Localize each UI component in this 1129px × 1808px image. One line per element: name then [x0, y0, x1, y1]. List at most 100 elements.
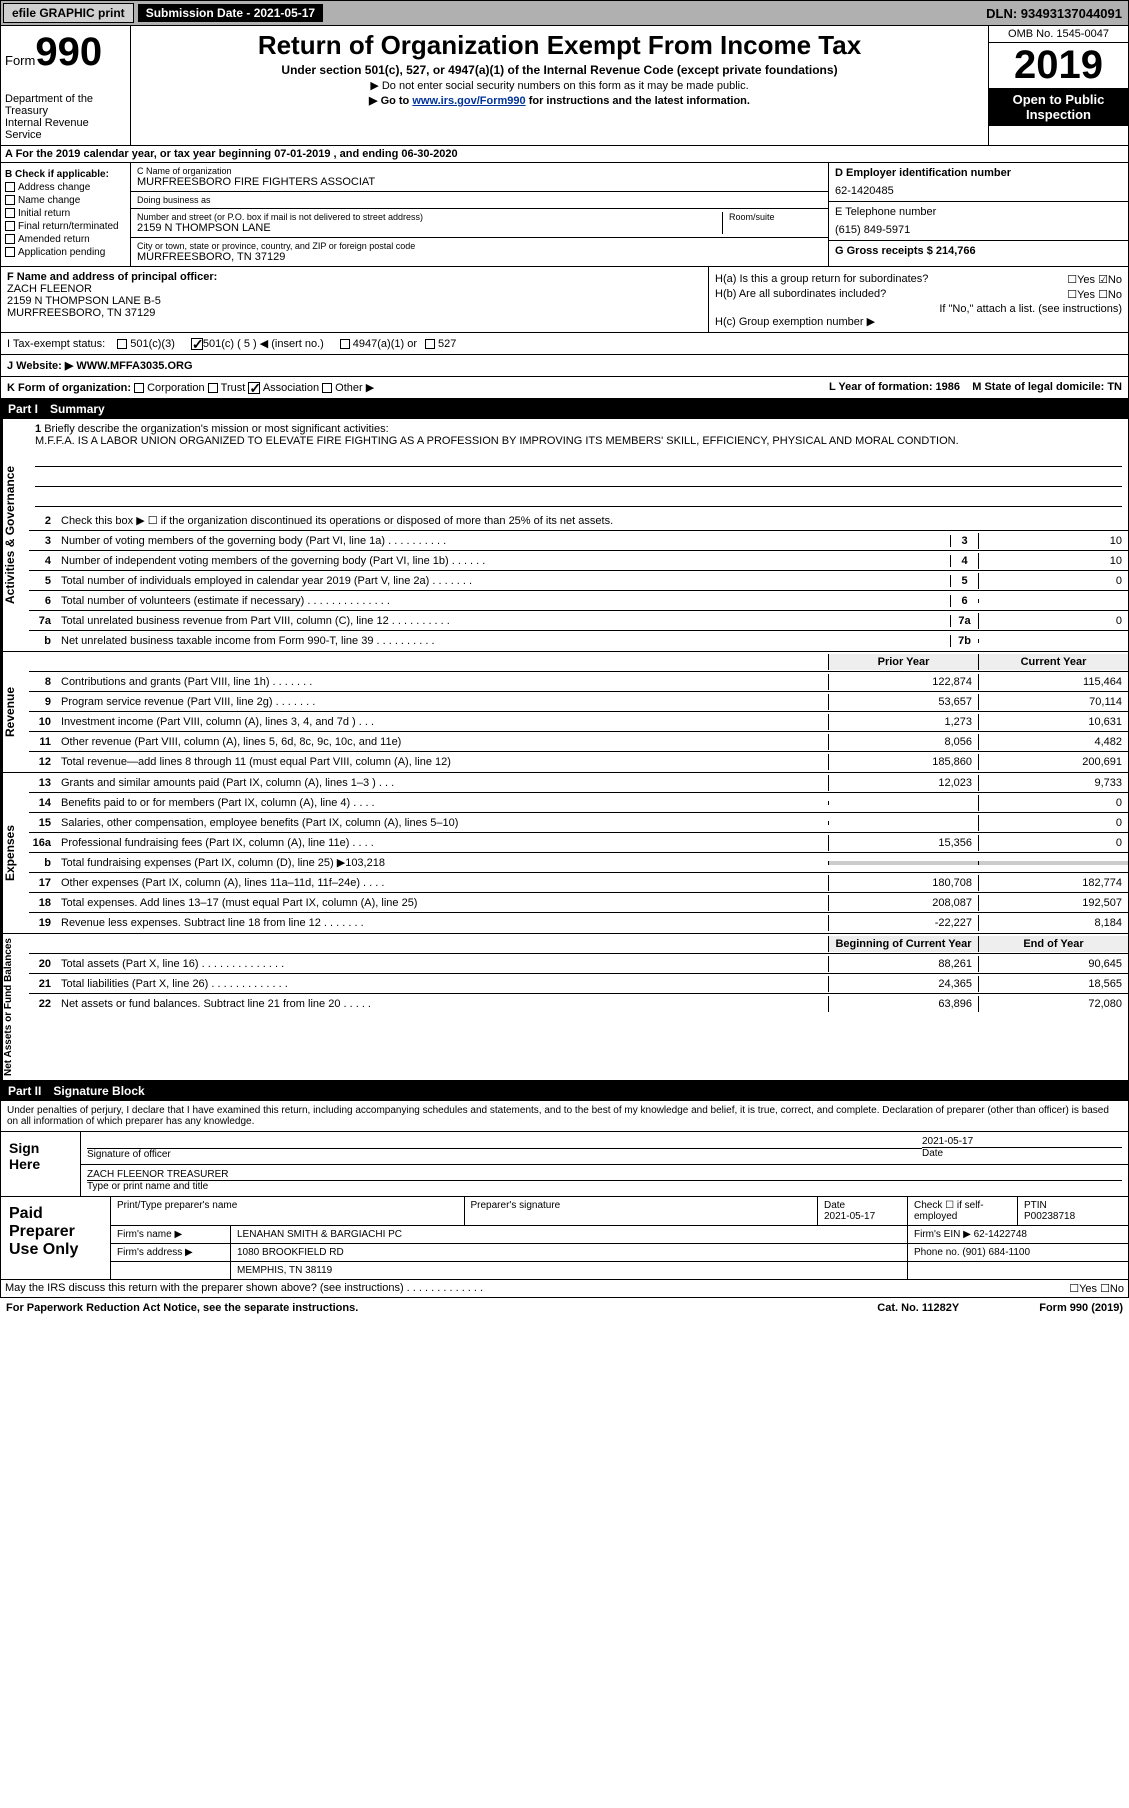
chk-pending[interactable]: [5, 247, 15, 257]
submission-date: Submission Date - 2021-05-17: [138, 4, 323, 22]
city-lbl: City or town, state or province, country…: [137, 241, 415, 251]
form-org-lbl: K Form of organization:: [7, 382, 131, 394]
side-exp: Expenses: [1, 773, 29, 933]
firm-addr-lbl: Firm's address ▶: [111, 1244, 231, 1261]
line-15: 15Salaries, other compensation, employee…: [29, 813, 1128, 833]
chk-501c3[interactable]: [117, 339, 127, 349]
line-b: bTotal fundraising expenses (Part IX, co…: [29, 853, 1128, 873]
chk-final[interactable]: [5, 221, 15, 231]
chk-name[interactable]: [5, 195, 15, 205]
mission: 1 Briefly describe the organization's mi…: [29, 419, 1128, 511]
subtitle-2: ▶ Do not enter social security numbers o…: [135, 79, 984, 92]
tax-status-lbl: I Tax-exempt status:: [7, 338, 105, 350]
efile-btn[interactable]: efile GRAPHIC print: [3, 3, 134, 23]
part1-title: Summary: [50, 402, 105, 416]
line-14: 14Benefits paid to or for members (Part …: [29, 793, 1128, 813]
line-10: 10Investment income (Part VIII, column (…: [29, 712, 1128, 732]
chk-address[interactable]: [5, 182, 15, 192]
opt-other: Other ▶: [335, 382, 374, 394]
line-20: 20Total assets (Part X, line 16) . . . .…: [29, 954, 1128, 974]
opt-trust: Trust: [221, 382, 246, 394]
website-val: WWW.MFFA3035.ORG: [76, 360, 192, 372]
irs-link[interactable]: www.irs.gov/Form990: [412, 95, 525, 107]
col-de: D Employer identification number62-14204…: [828, 163, 1128, 266]
officer-name: ZACH FLEENOR: [7, 283, 702, 295]
form-number: 990: [35, 30, 102, 74]
firm-ein-lbl: Firm's EIN ▶: [914, 1229, 971, 1240]
line-3: 3Number of voting members of the governi…: [29, 531, 1128, 551]
form-header: Form990 Department of the Treasury Inter…: [0, 26, 1129, 146]
signature-block: Under penalties of perjury, I declare th…: [0, 1101, 1129, 1197]
chk-amended[interactable]: [5, 234, 15, 244]
chk-initial-lbl: Initial return: [18, 208, 70, 219]
prep-name-lbl: Print/Type preparer's name: [111, 1197, 465, 1225]
chk-527[interactable]: [425, 339, 435, 349]
col-b-title: B Check if applicable:: [5, 169, 109, 180]
line-12: 12Total revenue—add lines 8 through 11 (…: [29, 752, 1128, 772]
line-21: 21Total liabilities (Part X, line 26) . …: [29, 974, 1128, 994]
ptin-lbl: PTIN: [1024, 1200, 1047, 1211]
firm-addr2: MEMPHIS, TN 38119: [231, 1262, 908, 1279]
line-6: 6Total number of volunteers (estimate if…: [29, 591, 1128, 611]
dba-lbl: Doing business as: [137, 195, 211, 205]
line-5: 5Total number of individuals employed in…: [29, 571, 1128, 591]
chk-501c[interactable]: [191, 338, 203, 350]
sig-date: 2021-05-17: [922, 1136, 1122, 1147]
line-17: 17Other expenses (Part IX, column (A), l…: [29, 873, 1128, 893]
opt-527: 527: [438, 338, 456, 350]
row-a-text: A For the 2019 calendar year, or tax yea…: [5, 148, 458, 160]
side-gov: Activities & Governance: [1, 419, 29, 651]
line-7a: 7aTotal unrelated business revenue from …: [29, 611, 1128, 631]
chk-trust[interactable]: [208, 383, 218, 393]
col-h: H(a) Is this a group return for subordin…: [708, 267, 1128, 332]
chk-name-lbl: Name change: [18, 195, 80, 206]
dept: Department of the Treasury Internal Reve…: [5, 93, 126, 141]
sig-name-lbl: Type or print name and title: [87, 1180, 1122, 1192]
net-assets-section: Net Assets or Fund Balances Beginning of…: [0, 934, 1129, 1081]
firm-addr1: 1080 BROOKFIELD RD: [231, 1244, 908, 1261]
state-domicile: M State of legal domicile: TN: [972, 381, 1122, 393]
chk-initial[interactable]: [5, 208, 15, 218]
line-2: 2Check this box ▶ ☐ if the organization …: [29, 511, 1128, 531]
penalties-text: Under penalties of perjury, I declare th…: [1, 1101, 1128, 1131]
line-18: 18Total expenses. Add lines 13–17 (must …: [29, 893, 1128, 913]
discuss-ans: ☐Yes ☐No: [1069, 1282, 1124, 1295]
activities-governance: Activities & Governance 1 Briefly descri…: [0, 419, 1129, 652]
sub3-post: for instructions and the latest informat…: [526, 95, 750, 107]
open-public: Open to Public Inspection: [989, 88, 1128, 126]
year-formation: L Year of formation: 1986: [829, 381, 960, 393]
side-na: Net Assets or Fund Balances: [1, 934, 29, 1080]
chk-4947[interactable]: [340, 339, 350, 349]
firm-lbl: Firm's name ▶: [111, 1226, 231, 1243]
chk-corp[interactable]: [134, 383, 144, 393]
line-13: 13Grants and similar amounts paid (Part …: [29, 773, 1128, 793]
ha-ans: ☐Yes ☑No: [1067, 273, 1122, 286]
chk-other[interactable]: [322, 383, 332, 393]
col-c: C Name of organizationMURFREESBORO FIRE …: [131, 163, 828, 266]
section-bc: B Check if applicable: Address change Na…: [0, 163, 1129, 267]
sig-date-lbl: Date: [922, 1147, 1122, 1159]
chk-assoc[interactable]: [248, 382, 260, 394]
opt-corp: Corporation: [147, 382, 204, 394]
part1-num: Part I: [8, 402, 38, 416]
footer-right: Form 990 (2019): [1039, 1302, 1123, 1314]
revenue-section: Revenue Prior YearCurrent Year 8Contribu…: [0, 652, 1129, 773]
side-rev: Revenue: [1, 652, 29, 772]
hb-note: If "No," attach a list. (see instruction…: [715, 303, 1122, 315]
footer: For Paperwork Reduction Act Notice, see …: [0, 1298, 1129, 1318]
sig-name: ZACH FLEENOR TREASURER: [87, 1169, 1122, 1180]
row-i: I Tax-exempt status: 501(c)(3) 501(c) ( …: [0, 333, 1129, 355]
sig-officer-lbl: Signature of officer: [87, 1148, 922, 1160]
city-val: MURFREESBORO, TN 37129: [137, 251, 415, 263]
mission-text: M.F.F.A. IS A LABOR UNION ORGANIZED TO E…: [35, 435, 959, 447]
part2-num: Part II: [8, 1084, 41, 1098]
addr-lbl: Number and street (or P.O. box if mail i…: [137, 212, 722, 222]
hc-lbl: H(c) Group exemption number ▶: [715, 315, 1122, 328]
firm-phone-lbl: Phone no.: [914, 1247, 960, 1258]
col-f: F Name and address of principal officer:…: [1, 267, 708, 332]
line-22: 22Net assets or fund balances. Subtract …: [29, 994, 1128, 1014]
subtitle-3: ▶ Go to www.irs.gov/Form990 for instruct…: [135, 94, 984, 107]
subtitle-1: Under section 501(c), 527, or 4947(a)(1)…: [135, 63, 984, 77]
firm-ein: 62-1422748: [974, 1229, 1027, 1240]
sign-here-lbl: Sign Here: [1, 1132, 81, 1196]
